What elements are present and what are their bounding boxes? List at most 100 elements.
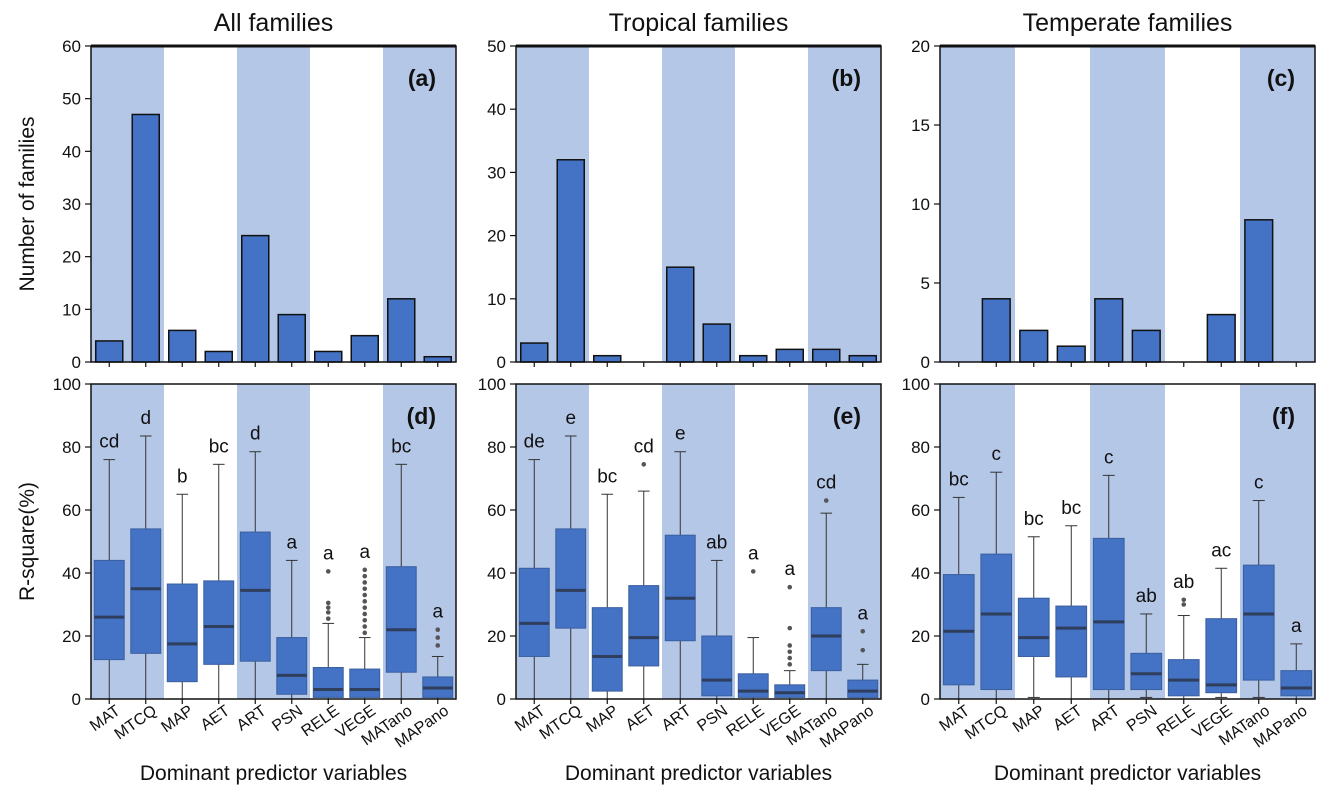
box-art: c: [1092, 447, 1125, 700]
box-rele: a: [312, 543, 344, 700]
y-tick-label: 100: [902, 375, 930, 394]
significance-letter: ab: [706, 532, 727, 553]
outlier-point: [435, 635, 441, 640]
x-tick-label: RELE: [1154, 702, 1198, 740]
box-aet: bc: [1055, 498, 1088, 700]
box-vege: a: [774, 559, 806, 700]
box-iqr: [1017, 597, 1050, 657]
box-mtcq: c: [980, 444, 1013, 700]
box-map: bc: [1017, 509, 1050, 698]
box-aet: bc: [203, 436, 235, 700]
box-iqr: [1205, 618, 1238, 694]
box-iqr: [1055, 605, 1088, 678]
box-iqr: [980, 553, 1013, 691]
box-map: bc: [591, 466, 623, 700]
outlier-point: [325, 610, 331, 615]
y-tick-label: 0: [921, 690, 930, 709]
box-mapano: a: [847, 603, 879, 700]
significance-letter: a: [359, 542, 370, 563]
significance-letter: bc: [949, 469, 969, 490]
outlier-point: [787, 662, 793, 667]
box-art: d: [239, 424, 271, 700]
x-tick-label: AET: [623, 702, 658, 734]
panel-c: 0 5 10 15 20 (c) Temperate families: [911, 9, 1316, 372]
outlier-point: [1181, 602, 1187, 607]
y-tick-label: 50: [62, 90, 81, 109]
outlier-point: [362, 630, 368, 636]
significance-letter: a: [748, 543, 759, 564]
x-tick-label: RELE: [724, 702, 768, 740]
bar-mtcq: [981, 298, 1011, 363]
box-iqr: [1130, 652, 1163, 691]
y-tick-label: 20: [487, 227, 506, 246]
box-iqr: [555, 528, 587, 629]
significance-letter: d: [140, 408, 151, 429]
outlier-point: [435, 627, 441, 632]
panel-label: (b): [832, 65, 861, 91]
bar-mat: [519, 342, 549, 363]
y-tick-label: 20: [911, 37, 930, 56]
outlier-point: [325, 605, 331, 610]
box-iqr: [239, 531, 271, 662]
significance-letter: bc: [597, 466, 617, 487]
y-tick-label: 20: [62, 248, 81, 267]
y-tick-label: 60: [911, 501, 930, 520]
y-tick-label: 10: [62, 300, 81, 319]
outlier-point: [362, 567, 368, 573]
bar-vege: [775, 348, 805, 363]
significance-letter: bc: [1061, 498, 1081, 519]
y-tick-label: 0: [72, 353, 81, 372]
significance-letter: bc: [1024, 509, 1044, 530]
plot-frame: [90, 383, 457, 700]
panel-label: (c): [1267, 65, 1295, 91]
significance-letter: c: [1254, 473, 1264, 494]
box-mtcq: e: [555, 408, 587, 700]
outlier-point: [787, 625, 793, 631]
panel-title: All families: [214, 9, 333, 37]
x-tick-label: MAP: [1010, 702, 1048, 736]
box-mapano: a: [1280, 616, 1313, 700]
box-iqr: [774, 684, 806, 698]
significance-letter: a: [784, 559, 795, 580]
box-iqr: [737, 673, 769, 698]
outlier-point: [860, 647, 866, 653]
box-iqr: [1242, 564, 1275, 681]
box-psn: ab: [701, 532, 733, 700]
box-matano: cd: [810, 473, 842, 700]
box-iqr: [942, 574, 975, 686]
outlier-point: [325, 616, 331, 621]
significance-letter: c: [992, 444, 1002, 465]
y-axis-title: Number of families: [16, 116, 39, 291]
box-matano: bc: [385, 436, 417, 700]
box-iqr: [664, 534, 696, 642]
significance-letter: a: [1291, 616, 1302, 637]
x-tick-label: AET: [198, 702, 233, 734]
significance-letter: ab: [1173, 572, 1194, 593]
box-iqr: [1167, 659, 1200, 697]
x-tick-label: MTCQ: [537, 702, 585, 743]
outlier-point: [750, 569, 756, 574]
y-tick-label: 15: [911, 116, 930, 135]
significance-letter: ab: [1136, 586, 1157, 607]
box-iqr: [810, 607, 842, 672]
x-tick-label: AET: [1050, 702, 1085, 734]
y-tick-label: 20: [911, 627, 930, 646]
box-iqr: [349, 668, 381, 698]
bar-art: [1094, 298, 1124, 363]
y-axis-title: R-square(%): [16, 482, 39, 601]
box-iqr: [166, 583, 198, 683]
significance-letter: b: [177, 466, 188, 487]
x-axis-title: Dominant predictor variables: [565, 762, 832, 785]
outlier-point: [823, 498, 829, 503]
box-matano: c: [1242, 473, 1275, 698]
outlier-point: [362, 611, 368, 617]
panel-label: (f): [1272, 403, 1295, 429]
significance-letter: de: [524, 432, 545, 453]
box-vege: a: [349, 542, 381, 700]
plot-frame: [515, 383, 882, 700]
outlier-point: [435, 643, 441, 648]
box-mapano: a: [422, 602, 454, 700]
bar-matano: [1244, 219, 1274, 363]
